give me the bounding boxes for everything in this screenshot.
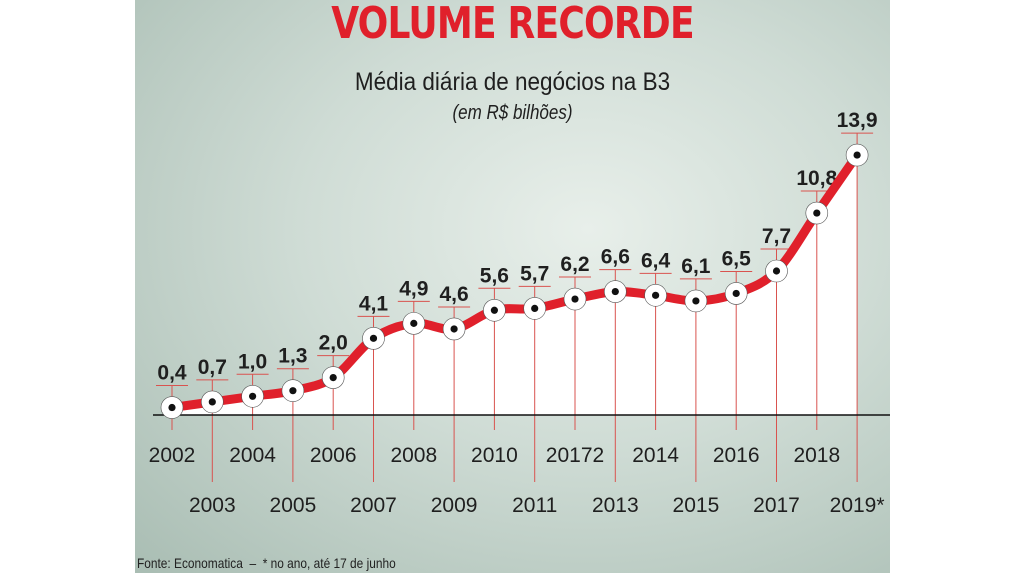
chart-unit: (em R$ bilhões) — [452, 102, 573, 124]
data-label: 1,3 — [278, 345, 307, 368]
chart-panel: 0,4 2002 0,7 2003 1,0 2004 1,3 2005 2,0 2006 4,1 20… — [135, 0, 890, 573]
data-point-dot — [289, 387, 297, 395]
x-tick-label: 2018 — [793, 444, 840, 467]
data-point-dot — [531, 304, 539, 313]
data-point-dot — [571, 295, 579, 303]
x-tick-label: 2010 — [471, 444, 518, 467]
footnote-note: * no ano, até 17 de junho — [262, 555, 396, 571]
data-point-dot — [611, 287, 619, 296]
data-label: 6,2 — [560, 253, 589, 276]
data-point-dot — [853, 151, 861, 159]
data-label: 4,1 — [359, 292, 389, 315]
data-point-dot — [450, 325, 458, 333]
data-label: 13,9 — [837, 109, 878, 132]
data-label: 4,9 — [399, 277, 428, 300]
x-tick-label: 2015 — [673, 494, 720, 517]
data-label: 5,6 — [480, 264, 509, 287]
x-tick-label: 2017 — [753, 494, 800, 517]
data-label: 1,0 — [238, 350, 267, 373]
data-label: 6,1 — [681, 255, 711, 278]
data-point-dot — [813, 209, 821, 217]
x-tick-label: 2002 — [149, 444, 196, 467]
data-label: 5,7 — [520, 262, 549, 285]
x-tick-label: 2013 — [592, 494, 639, 517]
data-point-dot — [329, 374, 337, 382]
data-point-dot — [490, 306, 498, 314]
data-label: 4,6 — [439, 283, 468, 306]
x-tick-label: 2009 — [431, 494, 478, 517]
data-label: 0,7 — [198, 356, 227, 379]
x-tick-label: 2007 — [350, 494, 397, 517]
data-label: 10,8 — [796, 167, 837, 190]
data-point-dot — [732, 289, 740, 298]
data-point-dot — [208, 398, 216, 406]
area-fill — [172, 155, 858, 415]
x-tick-label: 2004 — [229, 444, 276, 467]
data-point-dot — [772, 267, 781, 275]
x-tick-label: 2005 — [270, 494, 317, 517]
data-point-dot — [410, 319, 418, 327]
footnote-separator: – — [249, 555, 257, 571]
source-text: Fonte: Economatica — [137, 555, 243, 571]
data-point-dot — [692, 297, 700, 305]
data-label: 6,6 — [601, 246, 630, 269]
data-label: 7,7 — [762, 225, 791, 248]
data-label: 6,5 — [722, 247, 752, 270]
x-tick-label: 2008 — [390, 444, 437, 467]
x-tick-label: 2011 — [512, 494, 557, 517]
data-point-dot — [369, 334, 378, 342]
x-tick-label: 2019* — [830, 494, 885, 517]
x-tick-label: 2003 — [189, 494, 236, 517]
chart-canvas: 0,4 2002 0,7 2003 1,0 2004 1,3 2005 2,0 2006 4,1 20… — [149, 109, 890, 517]
data-label: 2,0 — [319, 332, 348, 355]
data-point-dot — [168, 403, 176, 412]
data-point-dot — [249, 392, 257, 400]
chart-title: VOLUME RECORDE — [331, 0, 694, 49]
data-point-dot — [652, 291, 660, 299]
footnote: Fonte: Economatica – * no ano, até 17 de… — [137, 555, 396, 571]
data-label: 6,4 — [641, 249, 671, 272]
x-tick-label: 2006 — [310, 444, 357, 467]
chart-subtitle: Média diária de negócios na B3 — [354, 68, 671, 96]
data-label: 0,4 — [157, 362, 187, 385]
x-tick-label: 2014 — [632, 444, 679, 467]
x-tick-label: 20172 — [546, 444, 604, 467]
x-tick-label: 2016 — [713, 444, 760, 467]
